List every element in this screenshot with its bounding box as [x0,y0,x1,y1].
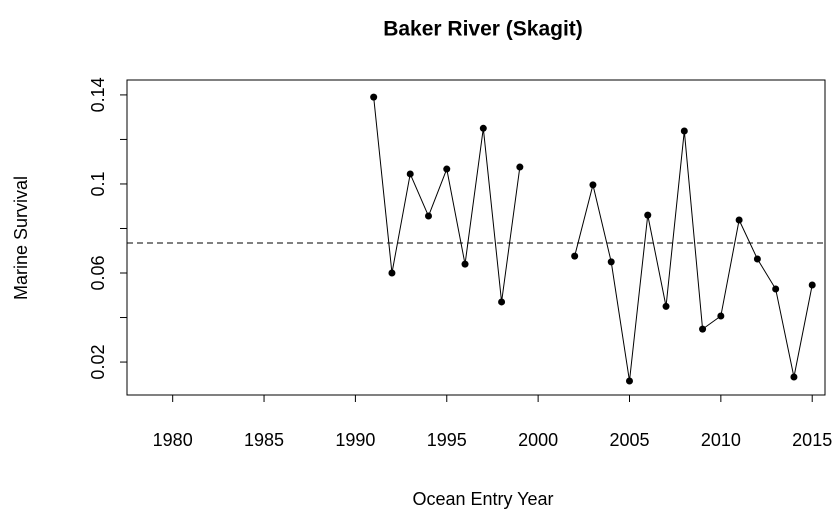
point [625,377,633,385]
x-tick-label: 2015 [792,430,832,450]
point [388,269,396,277]
x-tick-label: 1980 [153,430,193,450]
point [717,312,725,320]
x-tick-label: 2010 [701,430,741,450]
line [373,97,813,382]
chart-title: Baker River (Skagit) [383,18,583,41]
x-tick-label: 1985 [244,430,284,450]
point [644,211,652,219]
point [370,93,378,101]
point [461,260,469,268]
point [589,181,597,189]
point [479,124,487,132]
point [516,163,524,171]
x-tick-label: 1995 [427,430,467,450]
point [662,302,670,310]
point [443,165,451,173]
point [772,285,780,293]
point [571,252,579,260]
plot-frame [126,79,826,396]
point [680,127,688,135]
point [753,255,761,263]
x-tick-label: 2005 [609,430,649,450]
point [790,373,798,381]
point [498,298,506,306]
point [699,325,707,333]
point [735,216,743,224]
x-axis-label: Ocean Entry Year [412,489,553,509]
x-tick-label: 2000 [518,430,558,450]
point [808,281,816,289]
y-tick-label: 0.1 [88,171,108,196]
point [424,212,432,220]
x-tick-label: 1990 [335,430,375,450]
y-tick-label: 0.06 [88,255,108,290]
y-tick-label: 0.02 [88,345,108,380]
point [607,258,615,266]
y-axis-label: Marine Survival [11,176,31,300]
point [406,170,414,178]
y-tick-label: 0.14 [88,77,108,112]
